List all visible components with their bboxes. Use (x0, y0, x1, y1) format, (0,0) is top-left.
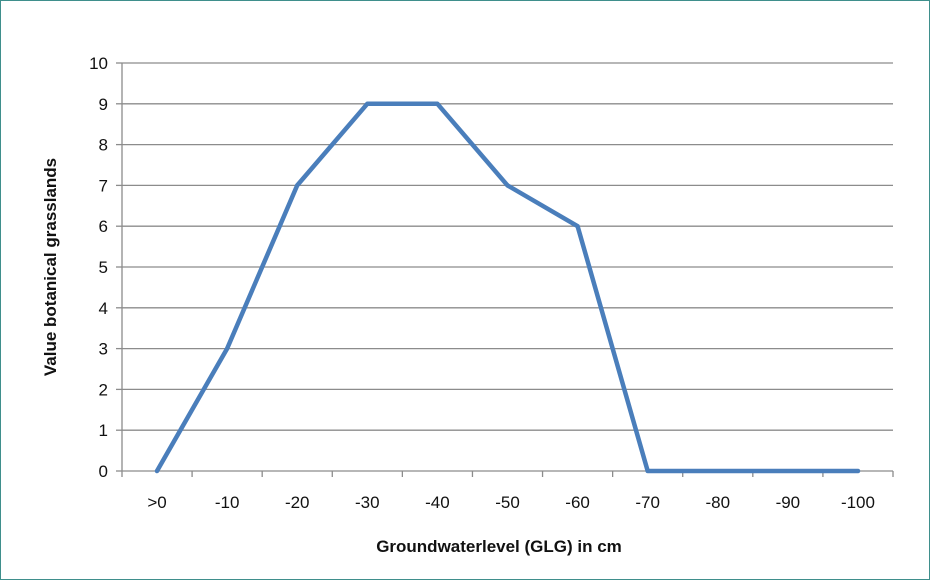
x-tick-label: -80 (705, 493, 730, 512)
y-tick-label: 2 (99, 380, 108, 399)
x-tick-label: -40 (425, 493, 450, 512)
x-axis-title: Groundwaterlevel (GLG) in cm (376, 537, 622, 556)
y-tick-label: 8 (99, 136, 108, 155)
y-tick-label: 9 (99, 95, 108, 114)
y-tick-label: 10 (89, 54, 108, 73)
y-tick-label: 5 (99, 258, 108, 277)
data-point (505, 183, 510, 188)
x-tick-labels: >0 -10 -20 -30 -40 -50 -60 -70 -80 -90 -100 (147, 493, 875, 512)
y-tick-label: 1 (99, 421, 108, 440)
data-point (715, 469, 720, 473)
data-point (365, 101, 370, 106)
x-tick-label: -100 (841, 493, 875, 512)
data-point (225, 346, 230, 351)
y-tick-label: 7 (99, 176, 108, 195)
data-point (155, 469, 160, 473)
data-point (435, 101, 440, 106)
y-axis-title: Value botanical grasslands (41, 158, 60, 376)
data-point (785, 469, 790, 473)
data-point (575, 224, 580, 229)
x-tick-label: -60 (565, 493, 590, 512)
y-tick-labels: 0 1 2 3 4 5 6 7 8 9 10 (89, 54, 108, 481)
y-tick-label: 0 (99, 462, 108, 481)
x-tick-label: -20 (285, 493, 310, 512)
data-point (645, 469, 650, 473)
x-tick-label: >0 (147, 493, 166, 512)
x-tick-label: -90 (776, 493, 801, 512)
data-point (855, 469, 860, 473)
x-tick-label: -70 (635, 493, 660, 512)
axis-layer (116, 62, 894, 477)
y-tick-label: 3 (99, 340, 108, 359)
y-tick-label: 4 (99, 299, 108, 318)
x-tick-label: -10 (215, 493, 240, 512)
data-point (295, 183, 300, 188)
grid-layer (122, 62, 893, 431)
y-tick-label: 6 (99, 217, 108, 236)
series-layer (154, 101, 861, 474)
x-tick-label: -30 (355, 493, 380, 512)
x-tick-label: -50 (495, 493, 520, 512)
series-line (154, 101, 861, 474)
